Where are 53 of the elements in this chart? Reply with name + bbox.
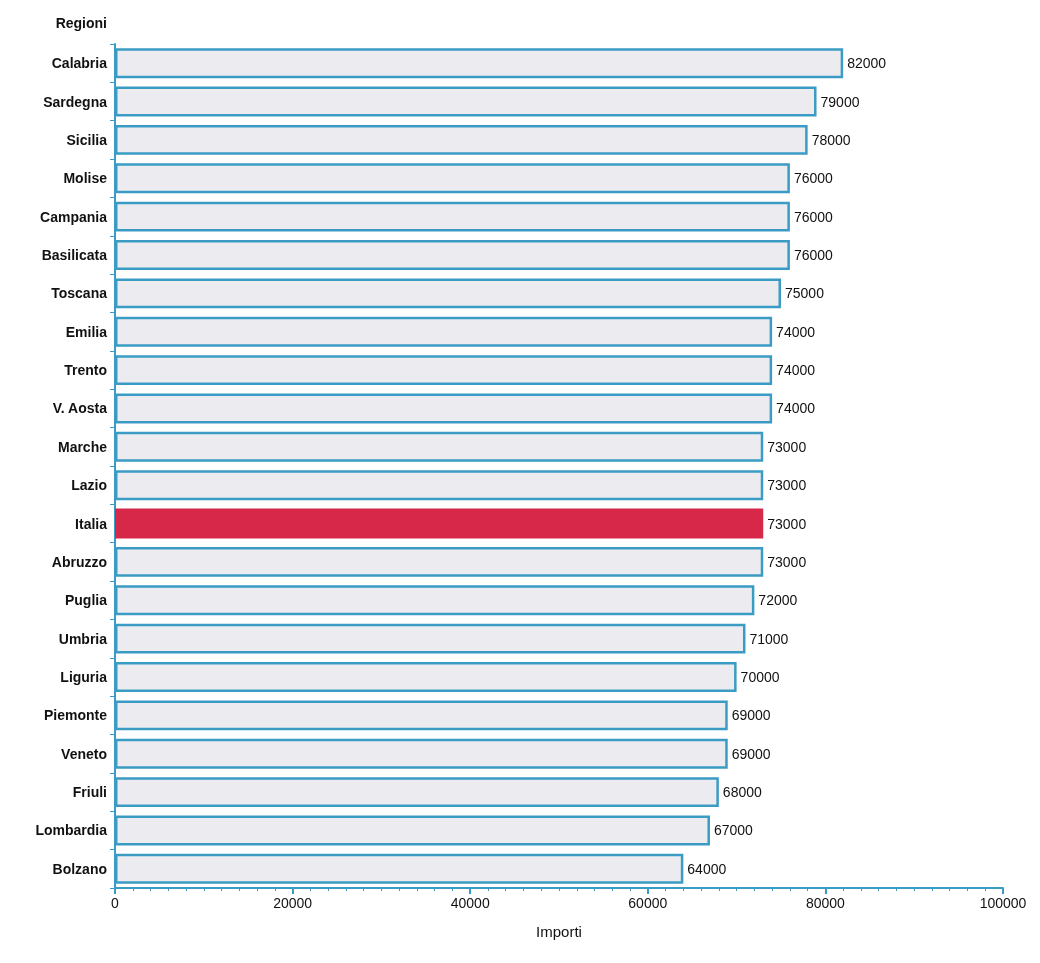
- y-tick-label: Emilia: [65, 323, 108, 340]
- data-label: 73000: [767, 438, 807, 455]
- data-label: 73000: [767, 477, 807, 494]
- y-tick-label: Toscana: [51, 285, 108, 302]
- y-tick-label: Sicilia: [66, 131, 108, 148]
- data-label: 67000: [713, 822, 754, 839]
- y-tick-label: Bolzano: [52, 860, 107, 877]
- y-tick-label: Molise: [63, 170, 108, 187]
- data-label: 74000: [776, 362, 816, 379]
- data-label: 75000: [785, 285, 825, 302]
- data-label: 72000: [758, 592, 798, 609]
- y-tick-label: Trento: [64, 362, 107, 379]
- y-tick-label: Piemonte: [43, 707, 108, 724]
- data-label: 69000: [731, 745, 771, 762]
- y-tick-label: Calabria: [51, 55, 108, 72]
- data-label: 76000: [793, 247, 834, 263]
- data-label: 76000: [793, 170, 834, 187]
- y-tick-label: Basilicata: [41, 247, 108, 263]
- bar: [115, 508, 764, 539]
- data-label: 79000: [820, 93, 860, 110]
- y-tick-label: Veneto: [61, 745, 107, 762]
- y-tick-label: Friuli: [72, 784, 107, 801]
- y-tick-label: Marche: [57, 438, 108, 455]
- x-tick-label: 40000: [450, 895, 490, 911]
- y-tick-label: Lazio: [71, 477, 107, 494]
- y-tick-label: Umbria: [58, 630, 108, 647]
- data-label: 82000: [847, 55, 887, 72]
- y-tick-label: Sardegna: [43, 93, 108, 110]
- data-label: 71000: [749, 630, 789, 647]
- y-tick-label: Liguria: [60, 669, 108, 685]
- data-label: 70000: [740, 669, 780, 685]
- x-tick-label: 100000: [979, 895, 1027, 911]
- data-label: 73000: [767, 515, 807, 532]
- x-axis-title: Importi: [536, 923, 582, 940]
- data-label: 78000: [811, 131, 851, 148]
- data-label: 69000: [731, 707, 771, 724]
- y-tick-label: V. Aosta: [52, 400, 108, 417]
- y-axis-title: Regioni: [55, 15, 107, 31]
- data-label: 74000: [776, 323, 816, 340]
- x-tick-label: 20000: [273, 895, 313, 911]
- y-tick-label: Italia: [75, 515, 108, 532]
- data-label: 74000: [776, 400, 816, 417]
- y-tick-label: Abruzzo: [51, 553, 107, 570]
- x-tick-label: 80000: [805, 895, 846, 911]
- x-tick-label: 60000: [628, 895, 668, 911]
- y-tick-label: Puglia: [64, 592, 108, 609]
- data-label: 68000: [722, 784, 762, 801]
- y-tick-label: Lombardia: [35, 822, 108, 839]
- y-tick-label: Campania: [40, 208, 108, 225]
- data-label: 73000: [767, 553, 807, 570]
- data-label: 76000: [793, 208, 834, 225]
- x-tick-label: 0: [111, 895, 120, 911]
- data-label: 64000: [687, 860, 727, 877]
